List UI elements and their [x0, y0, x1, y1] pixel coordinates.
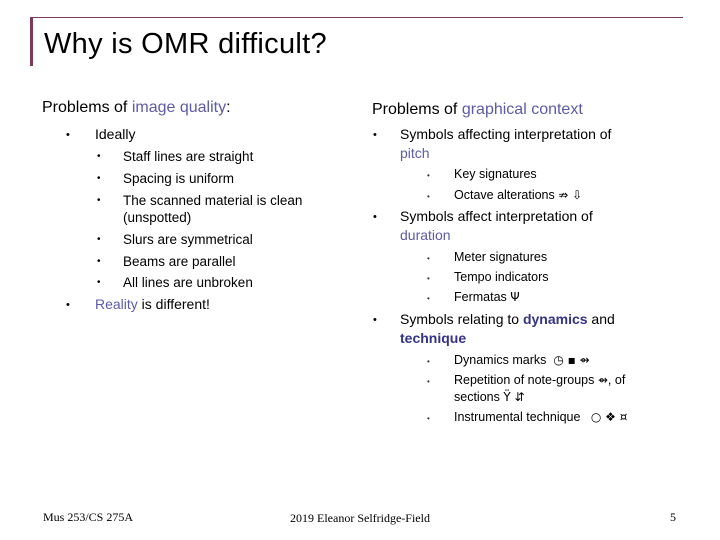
bullet-dot: •: [373, 129, 377, 141]
octave-symbols-icon: ⇏ ⇩: [558, 188, 583, 202]
left-heading: Problems of image quality:: [42, 99, 231, 117]
dynamics-item: Repetition of note-groups ⇴, of: [454, 373, 625, 387]
bullet-dot: •: [427, 357, 430, 366]
dynamics-highlight: dynamics: [522, 311, 588, 327]
dynamics-item-cont: sections Ÿ ⇵: [454, 390, 525, 404]
reality-highlight: Reality: [95, 296, 138, 312]
bullet-dot: •: [97, 277, 101, 288]
ideal-item: All lines are unbroken: [123, 275, 253, 290]
bullet-dot: •: [427, 294, 430, 303]
dynamics-item: Dynamics marks ◷ ▪ ⇴: [454, 353, 590, 367]
left-heading-suffix: :: [226, 99, 231, 116]
sections-label: sections: [454, 390, 500, 404]
right-heading: Problems of graphical context: [372, 101, 583, 119]
reality-rest: is different!: [137, 296, 210, 312]
bullet-dot: •: [427, 377, 430, 386]
duration-line1: Symbols affect interpretation of: [400, 208, 593, 224]
bullet-dot: •: [97, 234, 101, 245]
pitch-item: Key signatures: [454, 167, 537, 181]
technique-symbols-icon: ○ ❖ ¤: [590, 410, 628, 424]
left-heading-prefix: Problems of: [42, 99, 132, 116]
bullet-dot: •: [373, 211, 377, 223]
duration-item: Fermatas Ψ: [454, 290, 520, 304]
ideal-item: Beams are parallel: [123, 254, 236, 269]
footer-course: Mus 253/CS 275A: [43, 510, 134, 524]
slide-title: Why is OMR difficult?: [44, 28, 327, 60]
repeat-icon: ⇴: [597, 373, 608, 387]
right-heading-prefix: Problems of: [372, 101, 462, 118]
duration-line2: duration: [400, 227, 451, 243]
instrumental-label: Instrumental technique: [454, 410, 581, 424]
right-heading-highlight: graphical context: [461, 101, 583, 118]
bullet-dot: •: [66, 299, 70, 311]
bullet-dot: •: [427, 274, 430, 283]
pitch-item-label: Octave alterations: [454, 188, 555, 202]
dynamics-marks-label: Dynamics marks: [454, 353, 547, 367]
pitch-line1: Symbols affecting interpretation of: [400, 126, 612, 142]
ideal-item-cont: (unspotted): [123, 210, 192, 225]
page-number: 5: [670, 510, 676, 524]
title-border: [30, 17, 683, 66]
bullet-dot: •: [97, 151, 101, 162]
technique-highlight: technique: [400, 330, 467, 346]
ideal-item: Spacing is uniform: [123, 171, 235, 186]
bullet-dot: •: [97, 256, 101, 267]
bullet-dot: •: [66, 129, 70, 141]
dynamics-prefix: Symbols relating to: [400, 311, 523, 327]
ideal-item: Staff lines are straight: [123, 149, 254, 164]
pitch-line2: pitch: [400, 145, 430, 161]
dynamics-mid: and: [587, 311, 615, 327]
footer-credit: 2019 Eleanor Selfridge-Field: [290, 511, 430, 525]
bullet-dot: •: [427, 254, 430, 263]
bullet-dot: •: [373, 314, 377, 326]
ideal-item: Slurs are symmetrical: [123, 232, 253, 247]
reality-line: Reality is different!: [95, 296, 210, 312]
bullet-dot: •: [427, 171, 430, 180]
bullet-dot: •: [427, 192, 430, 201]
sections-symbols-icon: Ÿ ⇵: [503, 390, 525, 404]
duration-item-label: Fermatas: [454, 290, 507, 304]
fermata-icon: Ψ: [510, 290, 520, 304]
ideally-label: Ideally: [95, 126, 136, 142]
dynamics-line1: Symbols relating to dynamics and: [400, 311, 615, 327]
repetition-tail: , of: [607, 373, 626, 387]
bullet-dot: •: [97, 173, 101, 184]
dynamics-symbols-icon: ◷ ▪ ⇴: [553, 353, 590, 367]
repetition-label: Repetition of note-groups: [454, 373, 595, 387]
left-heading-highlight: image quality: [131, 99, 227, 116]
bullet-dot: •: [97, 195, 101, 206]
duration-item: Tempo indicators: [454, 270, 549, 284]
dynamics-item: Instrumental technique ○ ❖ ¤: [454, 410, 627, 424]
duration-item: Meter signatures: [454, 250, 548, 264]
pitch-item: Octave alterations ⇏ ⇩: [454, 188, 582, 202]
bullet-dot: •: [427, 414, 430, 423]
ideal-item: The scanned material is clean: [123, 193, 303, 208]
